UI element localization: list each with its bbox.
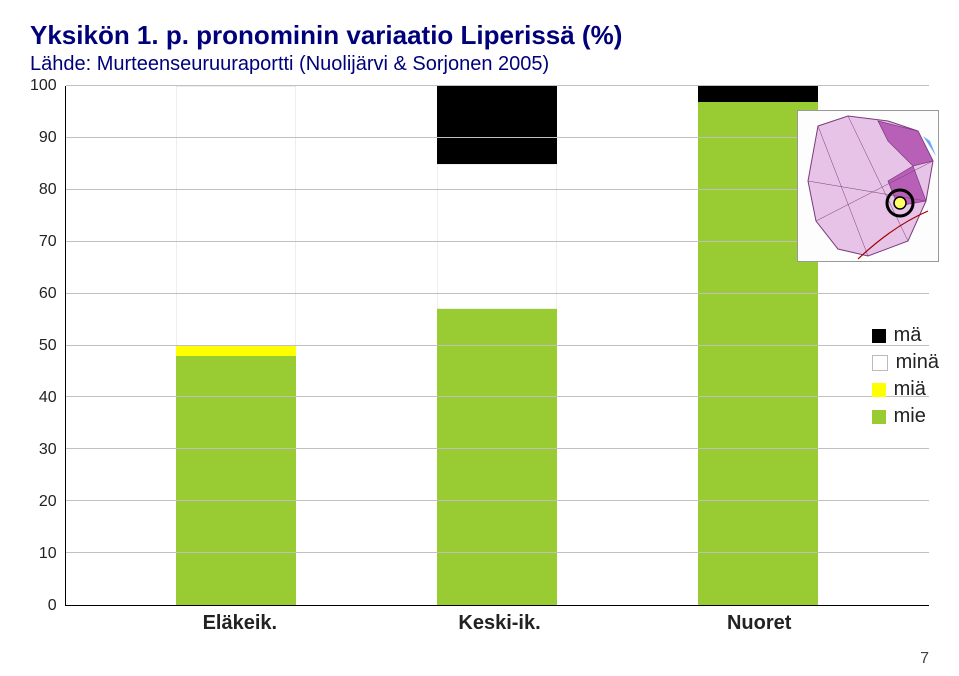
bar-segment-mia	[176, 346, 296, 356]
page-number: 7	[920, 650, 929, 668]
bar-segment-ma	[698, 86, 818, 102]
legend-item-mina: minä	[872, 351, 939, 374]
x-tick-label: Nuoret	[629, 612, 889, 635]
legend-swatch	[872, 329, 886, 343]
map-thumbnail	[797, 110, 939, 262]
gridline	[66, 396, 929, 397]
legend-item-ma: mä	[872, 324, 939, 347]
gridline	[66, 448, 929, 449]
legend-label: miä	[894, 378, 926, 401]
bar-segment-mie	[176, 356, 296, 605]
bar-segment-ma	[437, 86, 557, 164]
bar-segment-mina	[176, 86, 296, 346]
x-tick-label: Keski-ik.	[370, 612, 630, 635]
legend-label: mie	[894, 405, 926, 428]
gridline	[66, 345, 929, 346]
bar	[176, 86, 296, 605]
bar-segment-mie	[437, 309, 557, 605]
chart-title: Yksikön 1. p. pronominin variaatio Liper…	[30, 20, 929, 51]
legend-label: minä	[896, 351, 939, 374]
bar-slot	[367, 86, 628, 605]
y-axis: 1009080706050403020100	[30, 86, 65, 606]
legend-swatch	[872, 410, 886, 424]
map-marker-dot	[894, 197, 906, 209]
gridline	[66, 500, 929, 501]
legend-item-mia: miä	[872, 378, 939, 401]
bar	[437, 86, 557, 605]
chart-area: 1009080706050403020100	[30, 86, 929, 606]
legend: mä minä miä mie	[872, 320, 939, 432]
gridline	[66, 552, 929, 553]
bar-slot	[106, 86, 367, 605]
x-tick-label: Eläkeik.	[110, 612, 370, 635]
legend-swatch	[872, 355, 888, 371]
legend-item-mie: mie	[872, 405, 939, 428]
legend-swatch	[872, 383, 886, 397]
chart-subtitle: Lähde: Murteenseuruuraportti (Nuolijärvi…	[30, 53, 929, 76]
gridline	[66, 85, 929, 86]
x-axis-labels: Eläkeik.Keski-ik.Nuoret	[70, 606, 929, 635]
gridline	[66, 293, 929, 294]
bar-segment-mina	[437, 164, 557, 309]
legend-label: mä	[894, 324, 922, 347]
